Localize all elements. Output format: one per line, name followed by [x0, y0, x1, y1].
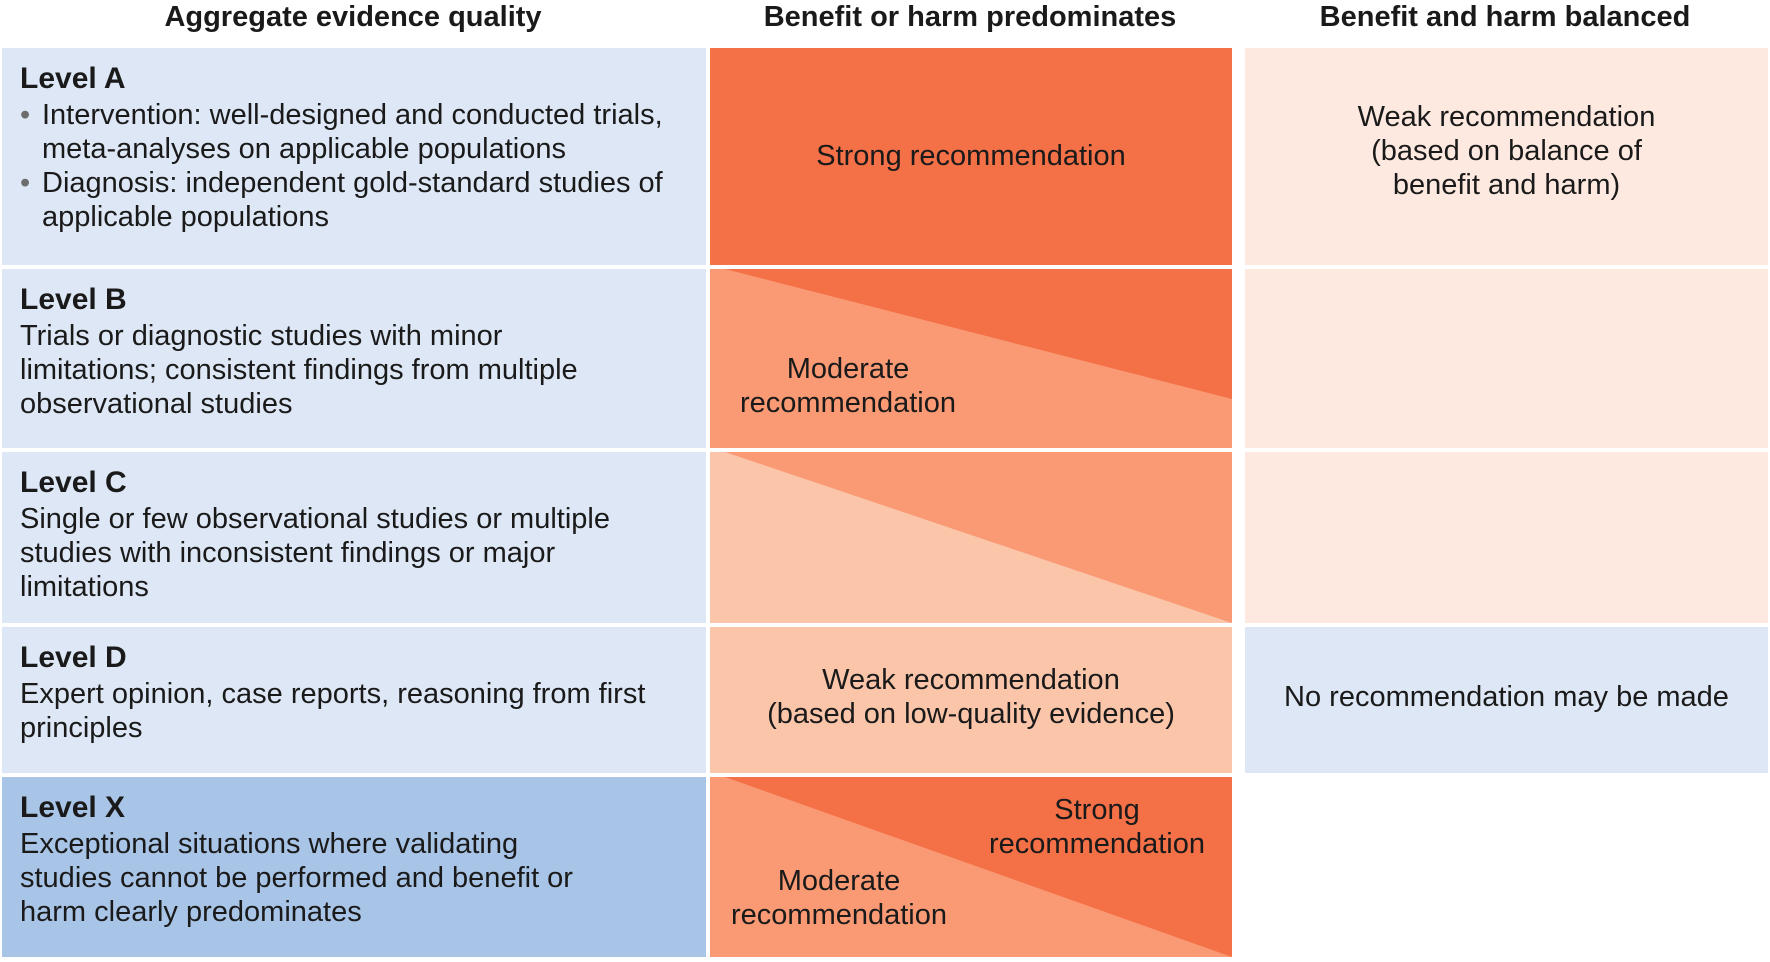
level-b-cell: Level B Trials or diagnostic studies wit… — [2, 269, 706, 448]
moderate-label-line1: Moderate — [786, 353, 910, 385]
strong-wedge-x — [725, 777, 1232, 957]
no-recommendation-label: No recommendation may be made — [1284, 681, 1729, 713]
weak-balance-line3: benefit and harm) — [1392, 169, 1621, 201]
moderate-wedge-c — [725, 452, 1232, 623]
weak-balance-label: Weak recommendation (based on balance of… — [1245, 100, 1768, 202]
level-x-cell: Level X Exceptional situations where val… — [2, 777, 706, 957]
weak-balance-line1: Weak recommendation — [1357, 101, 1656, 133]
header-benefit-harm-predominates: Benefit or harm predominates — [763, 1, 1177, 33]
balanced-level-b-cell — [1245, 269, 1768, 448]
weak-low-line1: Weak recommendation — [822, 664, 1120, 696]
x-moderate-line1: Moderate — [777, 865, 901, 897]
strong-recommendation-label: Strong recommendation — [816, 140, 1126, 172]
weak-balance-line2: (based on balance of — [1371, 135, 1642, 167]
level-x-recommendation-cell: Strong recommendation Moderate recommend… — [710, 777, 1232, 957]
x-strong-line2: recommendation — [989, 828, 1205, 860]
level-a-cell: Level A Intervention: well-designed and … — [2, 48, 706, 265]
weak-low-quality-label: Weak recommendation (based on low-qualit… — [710, 663, 1232, 731]
level-a-bullet-diagnosis: Diagnosis: independent gold-standard stu… — [20, 166, 688, 234]
level-d-cell: Level D Expert opinion, case reports, re… — [2, 627, 706, 773]
level-a-title: Level A — [20, 62, 126, 95]
level-x-description: Exceptional situations where validating … — [20, 828, 573, 928]
weak-balance-cell: Weak recommendation (based on balance of… — [1245, 48, 1768, 265]
strong-wedge-b — [725, 269, 1232, 399]
moderate-recommendation-cell: Moderate recommendation — [710, 269, 1232, 448]
level-c-description: Single or few observational studies or m… — [20, 503, 610, 603]
level-c-recommendation-cell — [710, 452, 1232, 623]
no-recommendation-cell: No recommendation may be made — [1245, 627, 1768, 773]
level-b-title: Level B — [20, 283, 127, 316]
header-evidence-quality: Aggregate evidence quality — [164, 1, 542, 33]
level-d-description: Expert opinion, case reports, reasoning … — [20, 678, 646, 744]
x-moderate-recommendation-label: Moderate recommendation — [714, 864, 964, 932]
moderate-recommendation-label: Moderate recommendation — [728, 352, 968, 420]
header-benefit-harm-balanced: Benefit and harm balanced — [1319, 1, 1691, 33]
weak-low-quality-cell: Weak recommendation (based on low-qualit… — [710, 627, 1232, 773]
level-a-bullet-intervention: Intervention: well-designed and conducte… — [20, 98, 688, 166]
x-strong-line1: Strong — [1054, 794, 1140, 826]
weak-low-line2: (based on low-quality evidence) — [767, 698, 1175, 730]
moderate-label-line2: recommendation — [740, 387, 956, 419]
level-c-title: Level C — [20, 466, 127, 499]
level-x-title: Level X — [20, 791, 126, 824]
level-d-title: Level D — [20, 641, 127, 674]
balanced-level-c-cell — [1245, 452, 1768, 623]
level-a-bullets: Intervention: well-designed and conducte… — [20, 98, 688, 234]
level-c-cell: Level C Single or few observational stud… — [2, 452, 706, 623]
level-b-description: Trials or diagnostic studies with minor … — [20, 320, 578, 420]
x-strong-recommendation-label: Strong recommendation — [972, 793, 1222, 861]
strong-recommendation-cell: Strong recommendation — [710, 48, 1232, 265]
x-moderate-line2: recommendation — [731, 899, 947, 931]
